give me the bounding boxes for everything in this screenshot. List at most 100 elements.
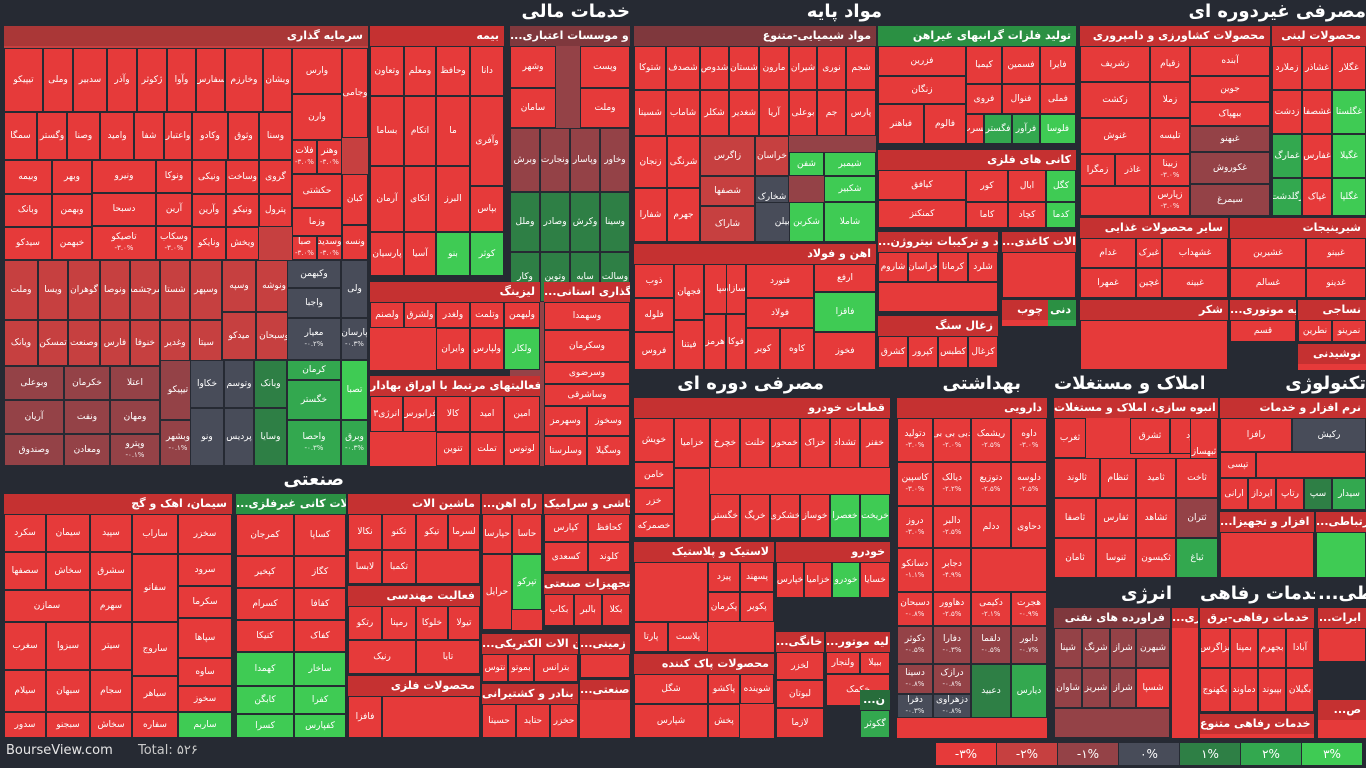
stock-tile[interactable]: خکرمان [64,366,110,400]
sector-block[interactable]: ...ص [1318,700,1366,738]
stock-tile[interactable]: کرمانا [938,252,968,282]
stock-tile[interactable]: کساپا [294,514,346,556]
sector-block[interactable]: ...راه اهن حاسا حپارسا حرایل تپرکو [482,494,542,630]
stock-tile[interactable]: زاگرس [700,136,755,176]
stock-tile[interactable]: دهاوور -۲.۵% [933,592,971,626]
stock-tile[interactable]: وتوسم [224,360,254,408]
stock-tile[interactable]: فباهنر [878,104,924,144]
stock-tile[interactable]: وآوا [167,48,196,112]
stock-tile[interactable]: سکرما [178,586,232,618]
stock-tile[interactable]: شرنگ [1082,628,1110,668]
stock-tile[interactable]: واحصا -۰.۳% [287,420,341,466]
stock-tile[interactable]: ونیرو [92,160,156,193]
stock-tile[interactable]: کمرجان [236,514,294,556]
stock-tile[interactable]: دیارس [1011,664,1047,718]
stock-tile[interactable]: وکبهمن [287,260,341,288]
stock-tile[interactable]: نمرینو [1332,320,1366,342]
stock-tile[interactable]: بزاگرس [1200,628,1230,668]
stock-tile[interactable]: سیاهر [132,676,178,712]
stock-tile[interactable]: تکنو [382,514,416,550]
stock-tile[interactable]: ارانی [1220,478,1248,510]
stock-tile[interactable]: ساراب [132,514,178,554]
stock-tile[interactable]: شصدف [666,46,700,90]
stock-tile[interactable]: پسهند [740,562,774,592]
stock-tile[interactable]: خودرو [832,562,860,598]
stock-tile[interactable]: کلوند [588,542,630,572]
stock-tile[interactable]: دماوند [1230,668,1258,712]
stock-tile[interactable] [1220,532,1314,578]
stock-tile[interactable]: غاذر [1115,154,1150,186]
stock-tile[interactable]: ونوکا [156,160,192,193]
stock-tile[interactable] [1080,320,1228,370]
stock-tile[interactable]: سپید [90,514,132,552]
stock-tile[interactable]: کسرا [236,714,294,738]
stock-tile[interactable]: غمارگ [1272,134,1302,178]
sector-block[interactable]: اهن و فولاد ارفع فنورد ذوب فلوله فروس فسپافساز… [634,244,876,370]
stock-tile[interactable]: وبانک [4,194,52,227]
stock-tile[interactable]: کسعدی [544,542,588,572]
stock-tile[interactable]: غشاذر [1302,46,1332,90]
stock-tile[interactable]: خمحور [770,418,800,468]
stock-tile[interactable]: وملت [4,260,38,320]
stock-tile[interactable]: وسنا [259,112,292,160]
stock-tile[interactable]: خبهمن [52,227,92,260]
sector-block[interactable]: نوشیدنی [1298,344,1366,370]
stock-tile[interactable]: کهمدا [236,652,294,686]
stock-tile[interactable]: سامان [510,88,556,128]
stock-tile[interactable]: ولپارس [470,328,504,370]
stock-tile[interactable]: کویر [746,328,780,370]
stock-tile[interactable]: بوعلی [789,90,817,136]
stock-tile[interactable]: لوتوس [504,432,540,466]
stock-tile[interactable]: وآرین [192,194,226,227]
stock-tile[interactable]: غفارس [1302,134,1332,178]
stock-tile[interactable]: ولشرق [404,302,436,328]
stock-tile[interactable]: نطرین [1298,320,1332,342]
sector-block[interactable]: دنی [1048,300,1076,326]
stock-tile[interactable]: سمگا [4,112,37,160]
sector-block[interactable]: ...ن الات الکتریکی نتوس بموتو بترانس [482,634,578,682]
stock-tile[interactable]: غچین [1136,268,1162,298]
stock-tile[interactable]: فسرب [966,114,984,144]
sector-block[interactable]: مواد شیمیایی-متنوع شجم نوری شیران مارون شستان… [634,26,876,242]
stock-tile[interactable]: وگستر [37,112,67,160]
stock-tile[interactable]: سصفها [4,552,46,590]
stock-tile[interactable]: زملارد [1272,46,1302,90]
stock-tile[interactable]: خزامیا [804,562,832,598]
stock-tile[interactable]: شاملا [824,202,876,242]
stock-tile[interactable]: نکالا [348,514,382,550]
stock-tile[interactable]: سپ [1304,478,1332,510]
stock-tile[interactable]: فجهان [674,264,704,320]
stock-tile[interactable]: ساربم [178,712,232,738]
stock-tile[interactable]: هجرت -۰.۹% [1011,592,1047,626]
stock-tile[interactable]: وسپه [222,260,256,312]
stock-tile[interactable]: ویخش [226,227,259,260]
stock-tile[interactable]: دروز -۳.۰% [897,506,933,548]
sector-block[interactable]: ...یه موتوری قسم [1230,300,1296,342]
stock-tile[interactable]: امید [470,396,504,432]
stock-tile[interactable]: ثغرب [1054,418,1086,458]
stock-tile[interactable]: فیتنا [674,320,704,370]
stock-tile[interactable]: شبهرن [1136,628,1170,668]
stock-tile[interactable]: سیدکو [4,227,52,260]
stock-tile[interactable]: دفرا -۰.۳% [897,694,933,718]
stock-tile[interactable]: خگستر [710,494,740,538]
stock-tile[interactable]: غشصفا [1302,90,1332,134]
stock-tile[interactable]: نوری [817,46,846,90]
stock-tile[interactable]: پردیس [224,408,254,466]
sector-block[interactable]: فعالیت مهندسی تیولا خلوکا رمپنا رتکو تایا رنیک [348,586,480,674]
stock-tile[interactable] [1080,186,1150,216]
stock-tile[interactable]: شیران [789,46,817,90]
stock-tile[interactable]: خریخت [860,494,890,538]
stock-tile[interactable]: خزامیا [674,418,710,468]
stock-tile[interactable]: غدام [1080,238,1136,268]
stock-tile[interactable]: فنوال [1002,84,1040,114]
stock-tile[interactable]: نتوس [482,654,508,682]
stock-tile[interactable]: بپیوند [1258,668,1286,712]
stock-tile[interactable]: ونایکو [192,227,226,260]
stock-tile[interactable]: درازک -۰.۸% [933,664,971,694]
stock-tile[interactable]: مرچشمه [130,260,160,320]
stock-tile[interactable]: بنو [436,232,470,276]
stock-tile[interactable]: وصنعت [68,320,100,366]
stock-tile[interactable]: ثفارس [1096,498,1136,538]
stock-tile[interactable]: ثاصفا [1054,498,1096,538]
